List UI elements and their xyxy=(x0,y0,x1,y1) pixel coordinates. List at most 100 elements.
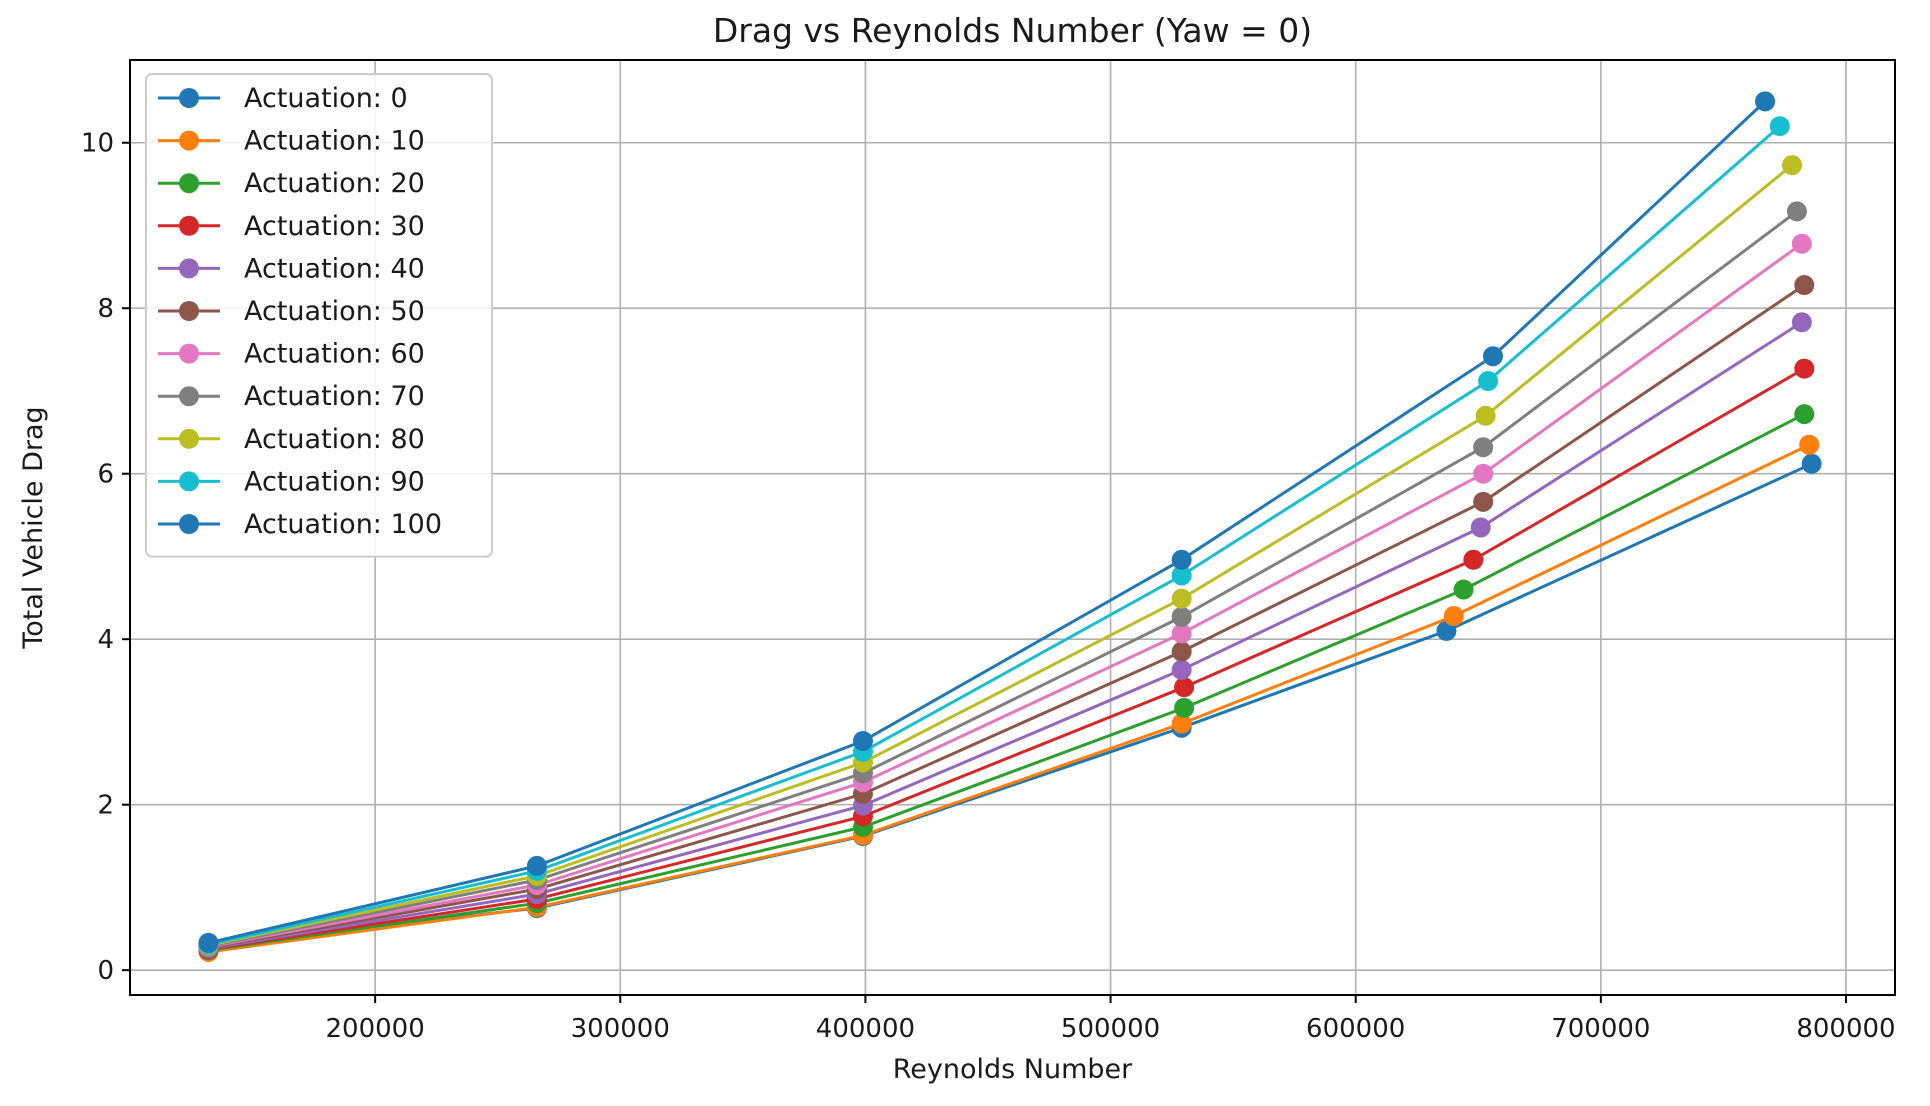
legend-label: Actuation: 80 xyxy=(244,424,425,455)
data-point xyxy=(1443,606,1464,627)
x-tick-label: 700000 xyxy=(1551,1014,1650,1044)
series-line xyxy=(208,412,1805,952)
legend-label: Actuation: 10 xyxy=(244,126,425,157)
legend: Actuation: 0 Actuation: 10 Actuation: 20 Ac… xyxy=(145,73,493,558)
legend-label: Actuation: 70 xyxy=(244,381,425,412)
legend-marker xyxy=(179,215,199,236)
legend-item: Actuation: 20 xyxy=(158,168,425,199)
data-point xyxy=(1171,623,1192,644)
data-point xyxy=(1174,697,1195,718)
data-point xyxy=(852,730,873,751)
x-tick-label: 600000 xyxy=(1306,1014,1405,1044)
legend-box xyxy=(145,73,493,558)
series-layer xyxy=(198,91,1822,962)
data-point xyxy=(1794,275,1815,296)
data-point xyxy=(1473,437,1494,458)
legend-marker xyxy=(179,386,199,407)
data-point xyxy=(1473,491,1494,512)
y-tick-label: 10 xyxy=(81,129,114,159)
data-point xyxy=(1171,606,1192,627)
data-point xyxy=(526,855,547,876)
data-point xyxy=(1171,565,1192,586)
data-point xyxy=(1171,641,1192,662)
legend-marker xyxy=(179,88,199,108)
legend-item: Actuation: 10 xyxy=(158,126,425,157)
data-point xyxy=(1782,155,1803,176)
data-point xyxy=(1791,312,1812,333)
legend-item: Actuation: 0 xyxy=(158,83,408,114)
data-point xyxy=(1436,620,1457,641)
y-tick-label: 8 xyxy=(97,294,114,324)
y-axis-ticks: 0 2 4 6 8 10 xyxy=(81,129,130,986)
data-point xyxy=(1786,201,1807,222)
legend-item: Actuation: 30 xyxy=(158,211,425,242)
legend-label: Actuation: 0 xyxy=(244,83,408,114)
legend-item: Actuation: 50 xyxy=(158,296,425,327)
data-point xyxy=(1475,405,1496,426)
data-point xyxy=(1171,549,1192,570)
x-tick-label: 400000 xyxy=(816,1014,915,1044)
legend-marker xyxy=(179,471,199,492)
legend-label: Actuation: 60 xyxy=(244,339,425,370)
data-point xyxy=(1794,358,1815,379)
y-tick-label: 0 xyxy=(97,956,114,986)
x-tick-label: 300000 xyxy=(571,1014,670,1044)
y-tick-label: 4 xyxy=(97,625,114,655)
x-tick-label: 800000 xyxy=(1796,1014,1895,1044)
legend-label: Actuation: 90 xyxy=(244,466,425,497)
legend-marker xyxy=(179,428,199,449)
legend-marker xyxy=(179,514,199,534)
data-point xyxy=(1794,404,1815,425)
legend-label: Actuation: 50 xyxy=(244,296,425,327)
y-tick-label: 6 xyxy=(97,460,114,490)
series-10 xyxy=(198,91,1776,953)
legend-marker xyxy=(179,173,199,194)
legend-marker xyxy=(179,130,199,151)
legend-label: Actuation: 20 xyxy=(244,168,425,199)
x-axis-ticks: 200000 300000 400000 500000 600000 700000 8000… xyxy=(326,995,1896,1044)
data-point xyxy=(1801,453,1822,474)
chart-title: Drag vs Reynolds Number (Yaw = 0) xyxy=(713,11,1312,50)
series-line xyxy=(208,210,1798,948)
series-line xyxy=(208,125,1781,946)
data-point xyxy=(1482,346,1503,367)
legend-item: Actuation: 70 xyxy=(158,381,425,412)
legend-item: Actuation: 100 xyxy=(158,509,442,540)
data-point xyxy=(1171,713,1192,734)
data-point xyxy=(1174,677,1195,698)
y-axis-label: Total Vehicle Drag xyxy=(18,406,49,649)
x-tick-label: 200000 xyxy=(326,1014,425,1044)
legend-marker xyxy=(179,258,199,279)
data-point xyxy=(1463,549,1484,570)
legend-item: Actuation: 90 xyxy=(158,466,425,497)
series-line xyxy=(208,242,1803,949)
legend-item: Actuation: 60 xyxy=(158,339,425,370)
y-tick-label: 2 xyxy=(97,791,114,821)
legend-marker xyxy=(179,301,199,321)
series-line xyxy=(208,367,1806,951)
data-point xyxy=(1171,588,1192,609)
data-point xyxy=(198,932,219,953)
data-point xyxy=(1473,463,1494,484)
x-axis-label: Reynolds Number xyxy=(893,1054,1133,1085)
series-line xyxy=(208,283,1806,950)
series-line xyxy=(208,163,1793,947)
legend-item: Actuation: 40 xyxy=(158,253,425,284)
data-point xyxy=(1769,116,1790,137)
data-point xyxy=(1799,434,1820,455)
legend-label: Actuation: 100 xyxy=(244,509,442,540)
data-point xyxy=(1478,371,1499,392)
data-point xyxy=(1453,579,1474,600)
x-tick-label: 500000 xyxy=(1061,1014,1160,1044)
plot-frame xyxy=(129,59,1896,996)
legend-item: Actuation: 80 xyxy=(158,424,425,455)
legend-marker xyxy=(179,343,199,364)
series-line xyxy=(208,443,1810,954)
series-line xyxy=(208,321,1803,951)
data-point xyxy=(1470,517,1491,538)
series-line xyxy=(208,100,1767,945)
legend-label: Actuation: 30 xyxy=(244,211,425,242)
data-point xyxy=(1755,91,1776,112)
